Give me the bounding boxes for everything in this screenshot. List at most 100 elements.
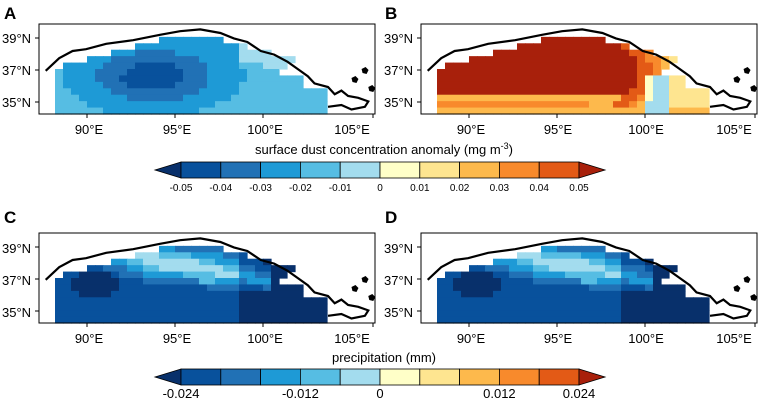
map-cell [71, 75, 80, 83]
lat-tick-d-37: 37°N [384, 273, 413, 288]
map-cell [565, 81, 574, 89]
map-cell [311, 107, 320, 115]
map-cell [199, 284, 208, 292]
map-cell [167, 62, 176, 70]
colorbar-arrow-high [578, 161, 607, 179]
map-cell [223, 62, 232, 70]
map-cell [239, 303, 248, 311]
map-cell [199, 265, 208, 273]
map-cell [143, 62, 152, 70]
map-cell [469, 62, 478, 70]
map-cell [159, 81, 168, 89]
map-cell [159, 316, 168, 324]
map-cell [199, 303, 208, 311]
map-cell [453, 69, 462, 77]
map-cell [565, 284, 574, 292]
map-cell [247, 81, 256, 89]
map-cell [183, 81, 192, 89]
map-cell [549, 107, 558, 115]
map-cell [445, 271, 454, 279]
map-cell [127, 81, 136, 89]
map-cell [477, 101, 486, 109]
map-cell [143, 297, 152, 305]
map-cell [493, 69, 502, 77]
map-cell [167, 94, 176, 102]
map-cell [175, 245, 184, 253]
map-cell [637, 271, 646, 279]
map-cell [215, 303, 224, 311]
colorbar-tick-label: 0.05 [569, 183, 589, 194]
map-cell [589, 310, 598, 318]
map-cell [151, 101, 160, 109]
map-cell [445, 303, 454, 311]
map-cell [533, 290, 542, 298]
map-cell [223, 252, 232, 260]
map-cell [279, 303, 288, 311]
map-cell [589, 69, 598, 77]
map-cell [311, 297, 320, 305]
map-cell [533, 316, 542, 324]
map-cell [231, 310, 240, 318]
map-cell [621, 88, 630, 96]
map-cell [119, 271, 128, 279]
map-cell [319, 107, 328, 115]
map-cell [581, 271, 590, 279]
lon-tick-d-95: 95°E [544, 331, 573, 346]
map-cell [151, 43, 160, 51]
map-cell [63, 284, 72, 292]
map-cell [525, 69, 534, 77]
map-cell [215, 252, 224, 260]
map-cell [477, 310, 486, 318]
map-cell [199, 278, 208, 286]
map-cell [517, 43, 526, 51]
map-cell [533, 75, 542, 83]
map-cell [207, 316, 216, 324]
map-cell [87, 94, 96, 102]
map-cell [159, 43, 168, 51]
map-cell [493, 265, 502, 273]
map-cell [701, 107, 710, 115]
map-cell [111, 271, 120, 279]
map-cell [135, 310, 144, 318]
map-cell [255, 49, 264, 57]
map-cell [461, 107, 470, 115]
map-cell [231, 75, 240, 83]
map-cell [653, 107, 662, 115]
colorbar-dust: surface dust concentration anomaly (mg m… [153, 141, 607, 194]
map-cell [135, 49, 144, 57]
map-cell [605, 43, 614, 51]
map-cell [445, 94, 454, 102]
map-cell [215, 88, 224, 96]
map-cell [477, 303, 486, 311]
map-cell [541, 245, 550, 253]
map-cell [287, 290, 296, 298]
map-cell [629, 56, 638, 64]
map-cell [573, 310, 582, 318]
map-cell [613, 69, 622, 77]
map-cell [63, 81, 72, 89]
map-cell [127, 56, 136, 64]
map-cell [469, 88, 478, 96]
map-cell [255, 310, 264, 318]
map-cell [111, 69, 120, 77]
map-cell [589, 290, 598, 298]
map-cell [549, 297, 558, 305]
map-cell [661, 271, 670, 279]
map-cell [469, 94, 478, 102]
map-cell [437, 94, 446, 102]
map-cell [557, 56, 566, 64]
map-frame [38, 23, 376, 115]
map-cell [183, 271, 192, 279]
colorbar-segment [339, 368, 381, 386]
map-cell [79, 107, 88, 115]
map-cell [191, 303, 200, 311]
map-cell [597, 284, 606, 292]
map-cell [247, 310, 256, 318]
map-cell [87, 316, 96, 324]
map-cell [541, 303, 550, 311]
map-cell [191, 252, 200, 260]
lat-tick-d-35: 35°N [384, 305, 413, 320]
map-cell [517, 94, 526, 102]
map-cell [111, 62, 120, 70]
map-cell [263, 107, 272, 115]
